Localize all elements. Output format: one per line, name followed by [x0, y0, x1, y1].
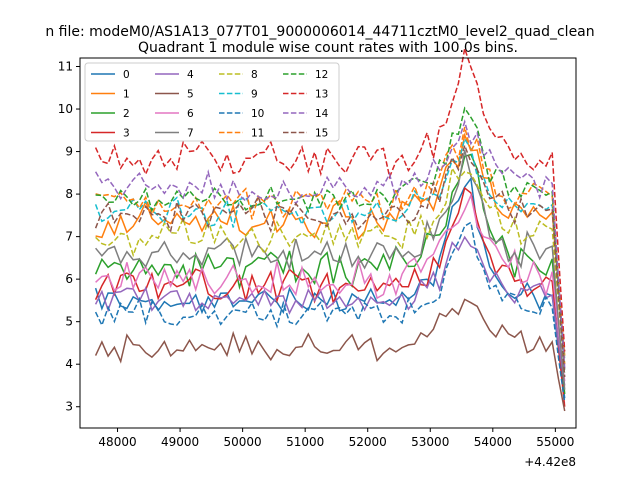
series-line-15 [94, 142, 566, 378]
x-tick-label: 54000 [474, 435, 512, 449]
x-tick-label: 49000 [161, 435, 199, 449]
chart-title: Quadrant 1 module wise count rates with … [138, 40, 518, 56]
legend-label-8: 8 [251, 69, 258, 81]
series-line-3 [94, 186, 566, 407]
legend-label-1: 1 [123, 89, 130, 101]
series-line-1 [95, 132, 566, 356]
y-tick-label: 11 [58, 60, 73, 74]
y-tick-label: 10 [58, 102, 73, 116]
x-tick-label: 50000 [224, 435, 262, 449]
y-tick-label: 6 [65, 272, 73, 286]
y-tick-label: 8 [65, 187, 73, 201]
x-axis-ticks: 48000 49000 50000 51000 52000 53000 54000 55000 [98, 428, 574, 449]
series-line-8 [95, 166, 566, 369]
series-line-12 [95, 106, 566, 373]
figure-suptitle: n file: modeM0/AS1A13_077T01_9000006014_… [45, 24, 594, 40]
x-tick-label: 53000 [411, 435, 449, 449]
series-line-0 [94, 176, 566, 399]
legend-label-15: 15 [315, 128, 328, 140]
x-tick-label: 52000 [349, 435, 387, 449]
legend-box [84, 62, 340, 142]
series-line-13 [94, 48, 566, 352]
legend-label-13: 13 [315, 89, 328, 101]
legend-label-9: 9 [251, 89, 258, 101]
x-tick-label: 51000 [286, 435, 324, 449]
legend-label-10: 10 [251, 108, 264, 120]
series-line-6 [95, 192, 566, 382]
x-tick-label: 55000 [536, 435, 574, 449]
y-tick-label: 5 [65, 315, 73, 329]
series-line-7 [95, 150, 566, 390]
legend-label-12: 12 [315, 69, 328, 81]
legend-label-3: 3 [123, 128, 130, 140]
axes-frame [79, 57, 577, 429]
y-tick-label: 4 [65, 357, 73, 371]
y-tick-label: 9 [65, 145, 73, 159]
y-axis-ticks: 3 4 5 6 7 8 9 10 11 [58, 60, 80, 414]
legend-label-2: 2 [123, 108, 130, 120]
series-line-10 [94, 221, 566, 403]
legend-label-0: 0 [123, 69, 130, 81]
legend-label-5: 5 [187, 89, 194, 101]
series-line-5 [94, 298, 566, 412]
series-line-14 [94, 119, 566, 369]
series-line-4 [94, 235, 566, 386]
legend-label-6: 6 [187, 108, 194, 120]
legend-label-4: 4 [187, 69, 194, 81]
series-line-11 [95, 126, 566, 365]
legend-label-11: 11 [251, 128, 264, 140]
x-axis-offset-label: +4.42e8 [524, 455, 576, 469]
x-tick-label: 48000 [98, 435, 136, 449]
y-tick-label: 3 [65, 400, 73, 414]
plot-lines [94, 48, 566, 412]
legend-label-7: 7 [187, 128, 194, 140]
y-tick-label: 7 [65, 230, 73, 244]
legend-label-14: 14 [315, 108, 329, 120]
